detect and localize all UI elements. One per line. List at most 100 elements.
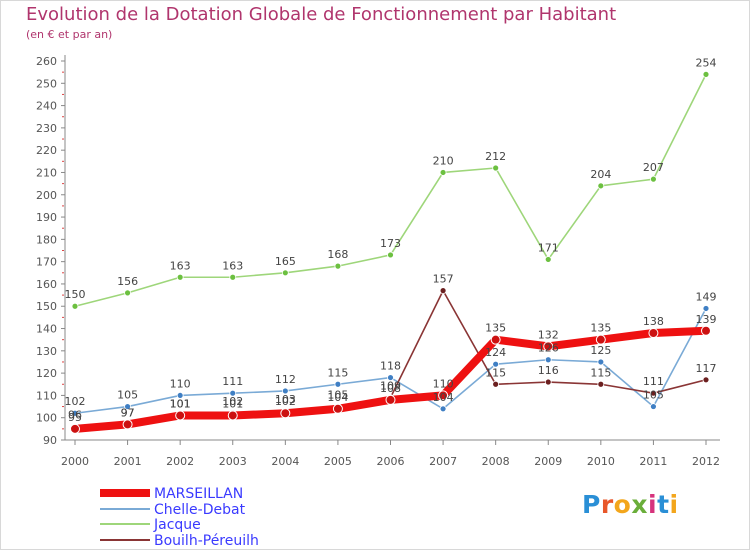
data-label: 168: [327, 248, 348, 261]
y-tick-label: 250: [36, 77, 57, 90]
data-label: 139: [696, 313, 717, 326]
y-tick-label: 180: [36, 233, 57, 246]
data-label: 173: [380, 237, 401, 250]
data-point: [439, 405, 447, 413]
data-label: 116: [538, 364, 559, 377]
legend-item[interactable]: MARSEILLAN: [100, 486, 243, 502]
data-point: [702, 70, 710, 78]
data-label: 117: [696, 362, 717, 375]
data-point: [334, 380, 342, 388]
data-label: 111: [643, 375, 664, 388]
legend-item[interactable]: Chelle-Debat: [100, 502, 246, 518]
data-point: [595, 334, 606, 345]
legend-item[interactable]: Bouilh-Péreuilh: [100, 533, 259, 549]
data-label: 97: [121, 406, 135, 419]
x-tick-label: 2001: [114, 455, 142, 468]
x-tick-label: 2004: [271, 455, 299, 468]
x-tick-label: 2002: [166, 455, 194, 468]
data-label: 105: [643, 389, 664, 402]
data-point: [70, 423, 80, 434]
data-point: [492, 164, 500, 172]
data-point: [650, 403, 657, 410]
data-point: [387, 251, 394, 259]
y-tick-label: 120: [36, 367, 57, 380]
data-label: 254: [696, 56, 717, 69]
data-point: [544, 356, 552, 364]
logo-letter: r: [600, 490, 614, 519]
data-point: [176, 273, 184, 281]
chart-subtitle: (en € et par an): [26, 28, 113, 41]
data-point: [229, 273, 237, 281]
chart-axes: 9010011012013014015016017018019020021022…: [36, 55, 720, 468]
legend-label: Chelle-Debat: [154, 502, 246, 518]
data-point: [701, 325, 711, 336]
chart-title: Evolution de la Dotation Globale de Fonc…: [26, 4, 617, 25]
data-point: [702, 305, 710, 312]
logo-letter: P: [582, 490, 601, 519]
data-label: 157: [433, 273, 454, 286]
data-label: 95: [68, 411, 82, 424]
y-tick-label: 200: [36, 189, 57, 202]
data-point: [334, 262, 342, 270]
data-label: 115: [485, 366, 506, 379]
data-point: [281, 387, 289, 395]
y-tick-label: 160: [36, 278, 57, 291]
data-label: 108: [380, 382, 401, 395]
data-point: [175, 410, 186, 421]
logo-letter: x: [631, 490, 648, 519]
data-point: [280, 408, 291, 419]
data-label: 102: [275, 395, 296, 408]
data-label: 163: [222, 259, 243, 272]
data-label: 101: [170, 397, 191, 410]
data-point: [492, 360, 500, 368]
x-tick-label: 2003: [219, 455, 247, 468]
data-label: 105: [327, 389, 348, 402]
data-label: 163: [170, 259, 191, 272]
legend-label: Jacque: [153, 517, 201, 533]
x-tick-label: 2006: [377, 455, 405, 468]
legend-label: Bouilh-Péreuilh: [154, 533, 259, 549]
data-label: 171: [538, 241, 559, 254]
legend[interactable]: MARSEILLANChelle-DebatJacqueBouilh-Péreu…: [100, 486, 259, 549]
data-point: [124, 289, 131, 297]
y-tick-label: 100: [36, 412, 57, 425]
data-label: 103: [275, 393, 296, 406]
data-point: [650, 175, 657, 183]
y-tick-label: 110: [36, 389, 57, 402]
data-label: 111: [222, 375, 243, 388]
data-point: [438, 390, 449, 401]
data-point: [492, 380, 500, 388]
logo-letter: o: [613, 490, 632, 519]
logo-letter: i: [648, 490, 658, 519]
data-point: [544, 256, 552, 263]
logo-letter: t: [657, 490, 670, 519]
data-label: 104: [327, 391, 348, 404]
data-label: 115: [327, 366, 348, 379]
data-point: [387, 374, 394, 381]
data-label: 112: [275, 373, 296, 386]
data-point: [544, 378, 552, 386]
data-point: [176, 392, 184, 399]
data-label: 149: [696, 290, 717, 303]
data-point: [597, 182, 605, 190]
data-point: [71, 302, 79, 310]
data-label: 105: [117, 389, 138, 402]
y-tick-label: 130: [36, 345, 57, 358]
y-tick-label: 190: [36, 211, 57, 224]
data-point: [229, 389, 237, 397]
data-label: 118: [380, 360, 401, 373]
y-tick-label: 240: [36, 100, 57, 113]
data-point: [650, 389, 657, 397]
data-label: 135: [590, 322, 611, 335]
data-label: 212: [485, 150, 506, 163]
data-point: [597, 380, 605, 388]
series-points: [70, 70, 711, 434]
proxiti-logo: Proxiti: [582, 490, 679, 519]
legend-item[interactable]: Jacque: [100, 517, 201, 533]
data-point: [439, 169, 447, 176]
data-label: 96: [68, 409, 82, 422]
data-label: 97: [121, 406, 135, 419]
data-label: 138: [643, 315, 664, 328]
